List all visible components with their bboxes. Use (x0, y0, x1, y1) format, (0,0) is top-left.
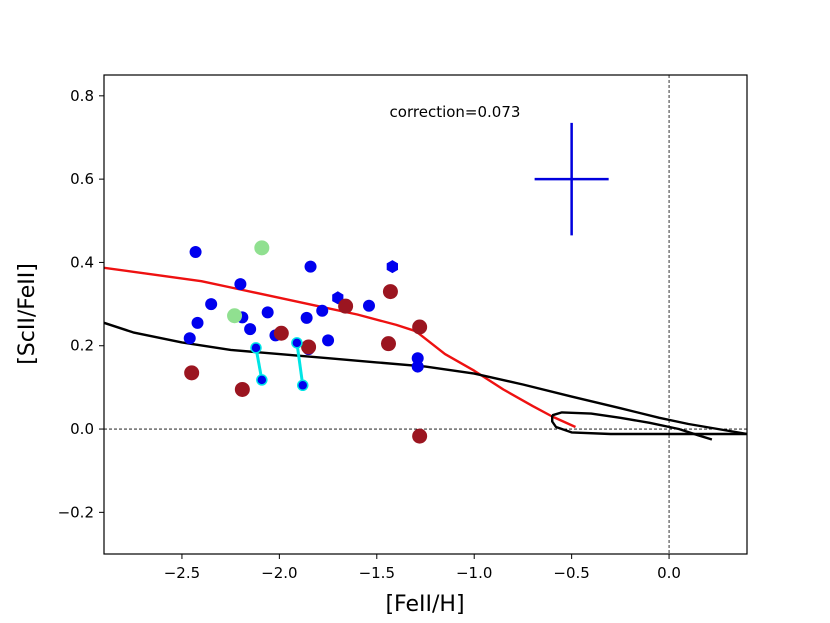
x-axis-label: [FeII/H] (385, 592, 464, 617)
y-axis-label: [ScII/FeII] (15, 263, 40, 365)
cyan-pair-point (256, 374, 268, 386)
x-tick-label: −2.5 (164, 564, 200, 582)
y-axis-ticks: −0.2 0.0 0.2 0.4 0.6 0.8 (58, 87, 104, 521)
blue-dot-point (261, 306, 274, 319)
dark-red-dot-point (412, 428, 428, 444)
dark-red-dot-point (301, 339, 317, 355)
data-points (183, 240, 428, 444)
y-tick-label: 0.0 (70, 420, 94, 438)
x-tick-label: −2.0 (261, 564, 297, 582)
y-tick-label: 0.2 (70, 337, 94, 355)
x-tick-label: −1.0 (456, 564, 492, 582)
blue-dot-point (411, 360, 424, 373)
dark-red-dot-point (184, 365, 200, 381)
blue-dot-point (191, 316, 204, 329)
blue-dot-point (322, 334, 335, 347)
blue-dot-point (362, 299, 375, 312)
dark-red-dot-point (382, 284, 398, 300)
blue-dot-point (244, 323, 257, 336)
blue-hexagon-point (386, 260, 398, 274)
blue-dot-point (189, 246, 202, 259)
blue-dot-point (411, 352, 424, 365)
correction-annotation: correction=0.073 (390, 103, 521, 121)
light-green-dot-point (227, 308, 243, 324)
y-tick-label: 0.6 (70, 170, 94, 188)
black-model-tail-line (551, 415, 747, 436)
blue-dot-point (300, 311, 313, 324)
blue-dot-point (316, 304, 329, 317)
reference-lines (104, 75, 747, 554)
dark-red-dot-point (380, 336, 396, 352)
dark-red-dot-point (273, 325, 289, 341)
blue-dot-point (304, 260, 317, 273)
dark-red-dot-point (234, 381, 250, 397)
black-model-line (104, 321, 747, 436)
x-axis-ticks: −2.5 −2.0 −1.5 −1.0 −0.5 0.0 (164, 554, 681, 582)
x-tick-label: −0.5 (553, 564, 589, 582)
cyan-connector-line (295, 342, 305, 386)
cyan-pair-point (250, 342, 262, 354)
model-curves (104, 266, 747, 441)
dark-red-dot-point (412, 319, 428, 335)
y-tick-label: −0.2 (58, 503, 94, 521)
axes-frame (103, 74, 748, 555)
cyan-pair-point (291, 337, 303, 349)
dark-red-dot-point (338, 298, 354, 314)
blue-dot-point (205, 298, 218, 311)
red-model-line (104, 266, 576, 429)
error-bar (534, 122, 609, 236)
y-tick-label: 0.4 (70, 253, 94, 271)
black-model-loop-line (551, 411, 713, 441)
x-tick-label: 0.0 (657, 564, 681, 582)
x-tick-label: −1.5 (359, 564, 395, 582)
cyan-pair-point (296, 379, 309, 392)
blue-dot-point (183, 332, 196, 345)
y-tick-label: 0.8 (70, 87, 94, 105)
blue-dot-point (234, 278, 247, 291)
light-green-dot-point (254, 240, 270, 256)
